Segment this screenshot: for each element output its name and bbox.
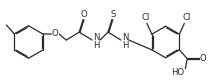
Text: N: N xyxy=(93,33,99,42)
Text: Cl: Cl xyxy=(142,13,150,22)
Text: O: O xyxy=(200,54,207,63)
Text: H: H xyxy=(93,41,99,50)
Text: O: O xyxy=(52,29,59,38)
Text: N: N xyxy=(122,33,128,42)
Text: Cl: Cl xyxy=(182,13,190,22)
Text: H: H xyxy=(122,41,128,50)
Text: S: S xyxy=(110,10,116,19)
Text: HO: HO xyxy=(171,68,184,77)
Text: O: O xyxy=(81,10,88,19)
